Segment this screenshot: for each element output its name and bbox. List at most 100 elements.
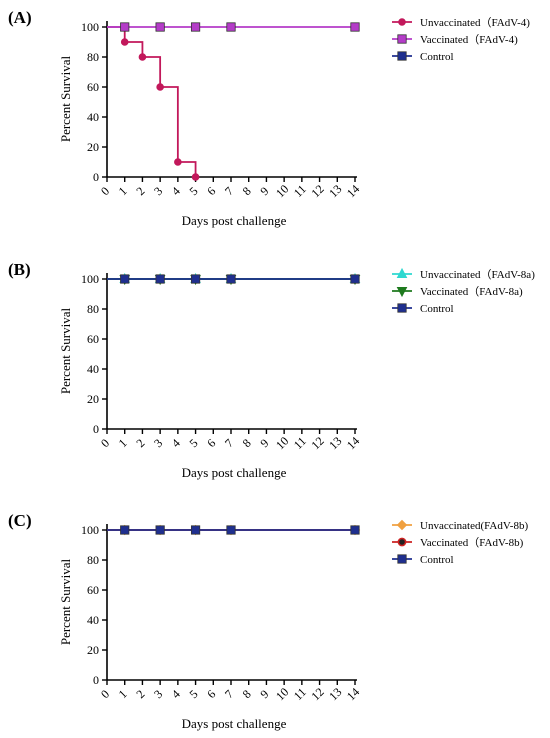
data-point <box>226 525 236 535</box>
x-tick-label: 13 <box>326 434 344 452</box>
y-axis-title: Percent Survival <box>58 307 73 394</box>
x-tick-label: 0 <box>98 184 112 198</box>
x-tick-label: 8 <box>240 687 254 701</box>
y-tick-label: 100 <box>81 523 99 537</box>
x-tick-label: 9 <box>257 184 271 198</box>
x-axis-title: Days post challenge <box>182 716 287 731</box>
legend: Unvaccinated（FAdV-8a) Vaccinated（FAdV-8a)… <box>392 267 535 315</box>
data-point <box>120 274 130 284</box>
legend-label: Unvaccinated（FAdV-4) <box>420 16 530 29</box>
data-point <box>190 22 201 32</box>
legend-label: Vaccinated（FAdV-4) <box>420 33 518 46</box>
legend-label: Unvaccinated(FAdV-8b) <box>420 520 528 532</box>
x-tick-label: 4 <box>169 184 183 198</box>
x-tick-label: 7 <box>222 184 236 198</box>
y-tick-label: 20 <box>87 140 99 154</box>
x-tick-label: 12 <box>308 182 326 200</box>
y-tick-label: 60 <box>87 332 99 346</box>
legend-swatch-marker <box>397 303 407 313</box>
data-point <box>156 83 164 91</box>
x-tick-label: 12 <box>308 434 326 452</box>
x-tick-label: 10 <box>273 434 291 452</box>
x-tick-label: 11 <box>291 182 309 200</box>
x-tick-label: 4 <box>169 687 183 701</box>
y-tick-label: 100 <box>81 272 99 286</box>
y-tick-label: 40 <box>87 362 99 376</box>
x-tick-label: 2 <box>133 687 147 701</box>
x-tick-label: 5 <box>187 436 201 450</box>
x-tick-label: 1 <box>116 687 130 701</box>
series-3 <box>107 525 360 535</box>
series-3 <box>107 274 360 284</box>
data-point <box>226 274 236 284</box>
x-tick-label: 12 <box>308 685 326 703</box>
y-tick-label: 40 <box>87 110 99 124</box>
x-tick-label: 0 <box>98 436 112 450</box>
x-tick-label: 3 <box>151 184 165 198</box>
x-tick-label: 14 <box>344 434 362 452</box>
data-point <box>190 525 201 535</box>
legend-swatch-marker <box>397 554 407 564</box>
x-tick-label: 2 <box>133 436 147 450</box>
x-tick-label: 4 <box>169 436 183 450</box>
data-point <box>350 525 360 535</box>
data-point <box>350 274 360 284</box>
y-tick-label: 0 <box>93 170 99 184</box>
data-point <box>120 38 129 46</box>
x-tick-label: 7 <box>222 687 236 701</box>
x-tick-label: 3 <box>151 436 165 450</box>
legend-swatch-marker <box>397 34 407 44</box>
y-tick-label: 80 <box>87 302 99 316</box>
data-point <box>190 274 201 284</box>
y-tick-label: 60 <box>87 80 99 94</box>
legend-swatch-marker <box>398 18 406 26</box>
x-tick-label: 13 <box>326 685 344 703</box>
legend-label: Control <box>420 554 454 566</box>
y-tick-label: 20 <box>87 392 99 406</box>
legend-swatch-marker <box>397 51 407 61</box>
series-1 <box>107 26 200 181</box>
x-tick-label: 10 <box>273 182 291 200</box>
x-tick-label: 1 <box>116 184 130 198</box>
series-line <box>107 26 197 177</box>
y-tick-label: 100 <box>81 20 99 34</box>
y-tick-label: 0 <box>93 422 99 436</box>
data-point <box>138 53 147 61</box>
legend-label: Control <box>420 51 454 63</box>
x-tick-label: 14 <box>344 182 362 200</box>
legend-label: Control <box>420 303 454 315</box>
panel-label: (B) <box>8 260 31 279</box>
legend-label: Vaccinated（FAdV-8a) <box>420 285 523 298</box>
data-point <box>120 525 130 535</box>
data-point <box>226 22 236 32</box>
panel-label: (C) <box>8 511 32 530</box>
x-tick-label: 13 <box>326 182 344 200</box>
legend-swatch-marker <box>396 267 408 278</box>
x-tick-label: 7 <box>222 436 236 450</box>
x-tick-label: 0 <box>98 687 112 701</box>
y-tick-label: 60 <box>87 583 99 597</box>
y-tick-label: 80 <box>87 553 99 567</box>
x-axis-title: Days post challenge <box>182 213 287 228</box>
x-tick-label: 8 <box>240 436 254 450</box>
x-tick-label: 3 <box>151 687 165 701</box>
x-tick-label: 14 <box>344 685 362 703</box>
y-tick-label: 80 <box>87 50 99 64</box>
legend-swatch-marker <box>397 537 407 547</box>
x-tick-label: 11 <box>291 434 309 452</box>
x-tick-label: 6 <box>204 687 218 701</box>
y-axis-title: Percent Survival <box>58 558 73 645</box>
series-2 <box>107 22 360 32</box>
x-tick-label: 8 <box>240 184 254 198</box>
data-point <box>155 525 165 535</box>
data-point <box>155 22 165 32</box>
y-axis-title: Percent Survival <box>58 55 73 142</box>
panel-label: (A) <box>8 8 32 27</box>
legend-label: Unvaccinated（FAdV-8a) <box>420 268 535 281</box>
y-tick-label: 20 <box>87 643 99 657</box>
data-point <box>120 22 130 32</box>
